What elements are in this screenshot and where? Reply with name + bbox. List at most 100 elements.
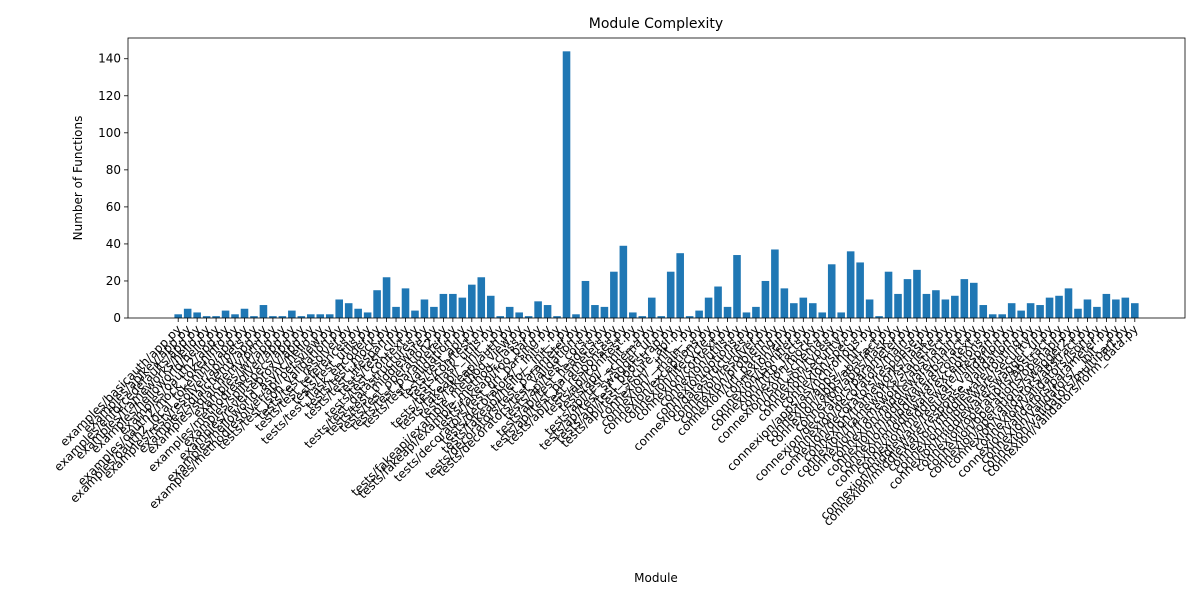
x-axis-label: Module — [634, 571, 678, 585]
bar — [496, 316, 505, 318]
bar — [903, 279, 912, 318]
bar — [761, 280, 770, 318]
bar — [572, 314, 580, 318]
bar — [988, 314, 997, 318]
bar — [458, 297, 467, 318]
bar — [250, 316, 258, 318]
bar — [307, 314, 315, 318]
bar — [1017, 310, 1025, 318]
bar — [316, 314, 325, 318]
bar — [486, 295, 495, 318]
y-tick-label: 0 — [113, 311, 121, 325]
bar — [1064, 288, 1073, 318]
bar — [1131, 303, 1139, 318]
bar — [837, 312, 845, 318]
y-tick-label: 100 — [98, 126, 121, 140]
bar — [1074, 308, 1082, 318]
bar — [449, 293, 457, 318]
bar — [808, 303, 817, 318]
bar — [685, 316, 694, 318]
bar — [1093, 306, 1101, 318]
y-tick-label: 140 — [98, 52, 121, 66]
bar — [392, 306, 400, 318]
bar — [354, 308, 362, 318]
bar — [865, 299, 874, 318]
bar — [998, 314, 1006, 318]
bar — [704, 297, 713, 318]
bar — [505, 306, 514, 318]
bar — [373, 290, 381, 318]
y-tick-label: 120 — [98, 89, 121, 103]
bar — [771, 249, 779, 318]
bar — [401, 288, 410, 318]
y-tick-label: 20 — [106, 274, 121, 288]
bar — [894, 293, 902, 318]
bar — [534, 301, 542, 318]
bar — [212, 316, 220, 318]
bar — [468, 284, 476, 318]
bar — [411, 310, 419, 318]
bar — [960, 279, 969, 318]
bar — [723, 306, 732, 318]
bar — [1102, 293, 1111, 318]
bar — [970, 282, 978, 318]
bar — [932, 290, 940, 318]
bar — [259, 305, 268, 318]
bar — [297, 316, 306, 318]
bar — [288, 310, 296, 318]
bar — [363, 312, 372, 318]
bar — [780, 288, 789, 318]
bar — [1007, 303, 1016, 318]
bar — [666, 271, 675, 318]
bar — [1036, 305, 1044, 318]
bar — [752, 306, 760, 318]
bar — [477, 277, 486, 318]
bar — [600, 306, 609, 318]
bar — [562, 51, 571, 318]
bar — [1083, 299, 1092, 318]
chart-title: Module Complexity — [589, 16, 723, 32]
bar — [344, 303, 353, 318]
bar — [647, 297, 656, 318]
y-tick-label: 60 — [106, 200, 121, 214]
bar — [827, 264, 836, 318]
bar — [922, 293, 931, 318]
plot-frame — [127, 37, 1186, 319]
bar — [325, 314, 334, 318]
bar — [231, 314, 239, 318]
bar — [335, 299, 343, 318]
bar — [543, 305, 552, 318]
bar — [221, 310, 230, 318]
bar — [638, 316, 647, 318]
bar — [799, 297, 808, 318]
bar — [183, 308, 192, 318]
bar — [657, 316, 666, 318]
bar — [742, 312, 751, 318]
bar — [382, 277, 391, 318]
bar — [610, 271, 618, 318]
bar — [591, 305, 599, 318]
bar — [240, 308, 249, 318]
bar — [1121, 297, 1130, 318]
bar — [269, 316, 277, 318]
bar — [193, 312, 201, 318]
bar — [1026, 303, 1035, 318]
bar — [553, 316, 561, 318]
bar — [515, 312, 523, 318]
bar — [884, 271, 893, 318]
bar — [202, 316, 211, 318]
bar — [856, 262, 864, 318]
y-axis-label: Number of Functions — [71, 116, 85, 241]
bar — [1055, 295, 1063, 318]
bar — [979, 305, 988, 318]
bar — [174, 314, 182, 318]
bar — [420, 299, 429, 318]
bar — [581, 280, 590, 318]
bar — [439, 293, 448, 318]
bar — [733, 255, 741, 318]
bar — [695, 310, 703, 318]
bar — [430, 306, 438, 318]
y-tick-label: 40 — [106, 237, 121, 251]
